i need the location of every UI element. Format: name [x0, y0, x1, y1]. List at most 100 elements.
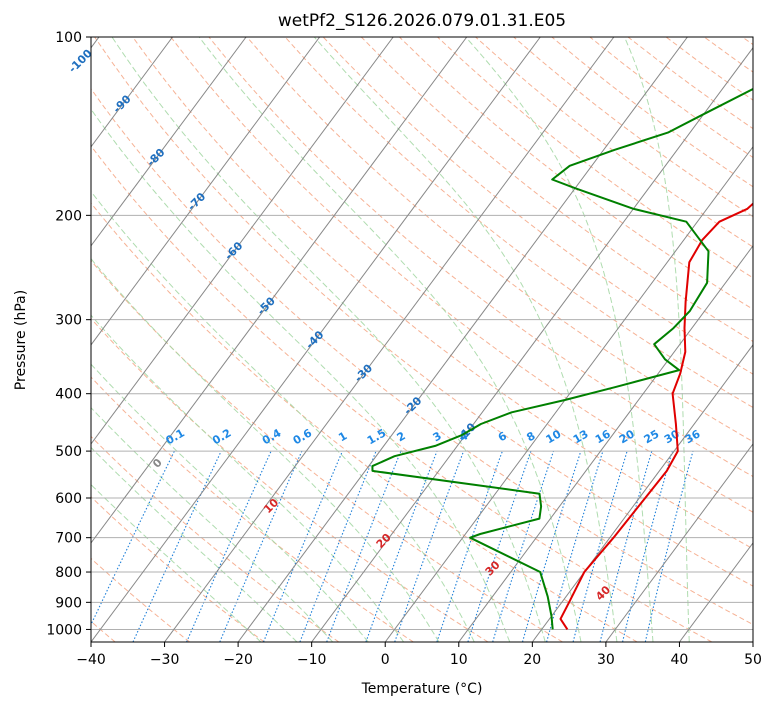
isotherm-line [91, 37, 468, 544]
isotherm-line [91, 37, 394, 445]
dry-adiabat-line [91, 557, 191, 642]
plot-frame [90, 36, 754, 643]
mixing-ratio-line [467, 450, 532, 642]
isotherm-line [311, 46, 753, 642]
mixing-ratio-line [492, 450, 555, 642]
y-tick-label: 400 [55, 387, 82, 403]
chart-title: wetPf2_S126.2026.079.01.31.E05 [278, 11, 566, 31]
moist-adiabat-line [91, 483, 262, 642]
isotherm-line [605, 443, 753, 642]
y-tick-label: 1000 [46, 622, 82, 638]
isotherm-label: -60 [222, 239, 245, 262]
mixing-ratio-label: 16 [593, 427, 613, 446]
moist-adiabat-line [313, 37, 618, 642]
mixing-ratio-line [599, 450, 653, 642]
mixing-ratio-label: 8 [524, 429, 537, 444]
x-tick-label: −30 [150, 652, 180, 668]
moist-adiabat-line [91, 190, 475, 642]
moist-adiabat-line [91, 314, 405, 642]
y-tick-label: 900 [55, 595, 82, 611]
isotherm-label: -90 [110, 92, 133, 115]
dry-adiabat-line [91, 202, 638, 642]
isotherm-line [237, 37, 688, 642]
dry-adiabat-line [665, 37, 753, 101]
isotherm-label: -50 [255, 294, 278, 317]
y-tick-label: 600 [55, 491, 82, 507]
dry-adiabat-line [170, 37, 753, 513]
dry-adiabat-line [246, 37, 753, 443]
mixing-ratio-line [91, 450, 175, 627]
moist-adiabat-line [198, 37, 582, 642]
mixing-ratio-line [394, 450, 465, 642]
dry-adiabat-line [513, 37, 753, 218]
x-tick-label: −10 [297, 652, 327, 668]
y-tick-label: 800 [55, 565, 82, 581]
mixing-ratio-label: 30 [662, 427, 682, 446]
y-tick-label: 100 [55, 30, 82, 46]
dry-adiabat-line [91, 435, 340, 642]
x-tick-label: 30 [597, 652, 615, 668]
mixing-ratio-line [132, 450, 222, 642]
dry-adiabat-line [91, 145, 713, 642]
isotherm-label: 30 [483, 558, 503, 578]
dry-adiabat-line [284, 37, 753, 409]
mixing-ratio-label: 0.1 [163, 426, 186, 447]
mixing-ratio-label: 13 [571, 427, 591, 446]
isotherm-label: -20 [401, 394, 424, 417]
dewpoint-profile [371, 87, 753, 630]
mixing-ratio-label: 25 [642, 427, 662, 446]
dry-adiabat-line [360, 37, 753, 343]
mixing-ratio-line [436, 450, 503, 642]
profile-series [371, 87, 753, 630]
dry-adiabat-line [399, 37, 753, 310]
x-tick-label: 10 [450, 652, 468, 668]
x-tick-label: 20 [523, 652, 541, 668]
dry-adiabat-line [703, 37, 753, 73]
dry-adiabat-line [91, 376, 414, 642]
x-tick-label: 50 [744, 652, 762, 668]
dry-adiabat-line [91, 87, 753, 626]
isotherm-label: -70 [185, 190, 208, 213]
y-axis-label: Pressure (hPa) [13, 290, 29, 390]
dry-adiabat-line [91, 259, 563, 642]
isotherm-line [384, 145, 753, 642]
dry-adiabat-line [551, 37, 753, 188]
dry-adiabat-line [208, 37, 753, 478]
mixing-ratio-line [644, 450, 694, 642]
isotherm-label: -80 [144, 146, 167, 169]
y-tick-label: 200 [55, 208, 82, 224]
isotherm-label: 10 [261, 496, 281, 516]
mixing-ratio-label: 1 [336, 429, 349, 444]
dry-adiabat-line [91, 496, 265, 642]
moist-adiabat-line [91, 446, 298, 642]
isotherm-line [91, 37, 173, 148]
temperature-profile [559, 202, 753, 630]
x-tick-label: 0 [381, 652, 390, 668]
dry-adiabat-line [437, 37, 753, 279]
x-tick-label: 40 [670, 652, 688, 668]
x-axis-label: Temperature (°C) [361, 681, 483, 697]
mixing-ratio-line [219, 450, 303, 642]
mixing-ratio-line [262, 450, 343, 642]
x-tick-label: −40 [76, 652, 106, 668]
mixing-ratio-label: 36 [683, 427, 703, 446]
mixing-ratio-line [326, 450, 402, 642]
mixing-ratio-label: 0.4 [260, 426, 284, 447]
mixing-ratio-label: 0.2 [210, 426, 233, 447]
y-tick-label: 500 [55, 444, 82, 460]
isotherm-line [91, 37, 321, 346]
isotherm-line [91, 37, 247, 247]
isotherm-line [531, 344, 753, 642]
isotherm-label: -30 [352, 361, 375, 384]
x-tick-label: −20 [223, 652, 253, 668]
isotherm-line [91, 37, 541, 642]
isotherm-line [164, 37, 615, 642]
background-lines [91, 37, 753, 642]
axes: −40 −30 −20 −10 0 10 20 30 40 50 100 200 300 400 500 60… [46, 30, 762, 668]
isotherm-line [458, 245, 753, 642]
y-tick-label: 300 [55, 313, 82, 329]
mixing-ratio-line [521, 450, 582, 642]
mixing-ratio-line [365, 450, 438, 642]
moist-adiabat-line [465, 37, 654, 642]
moist-adiabat-line [91, 406, 334, 642]
